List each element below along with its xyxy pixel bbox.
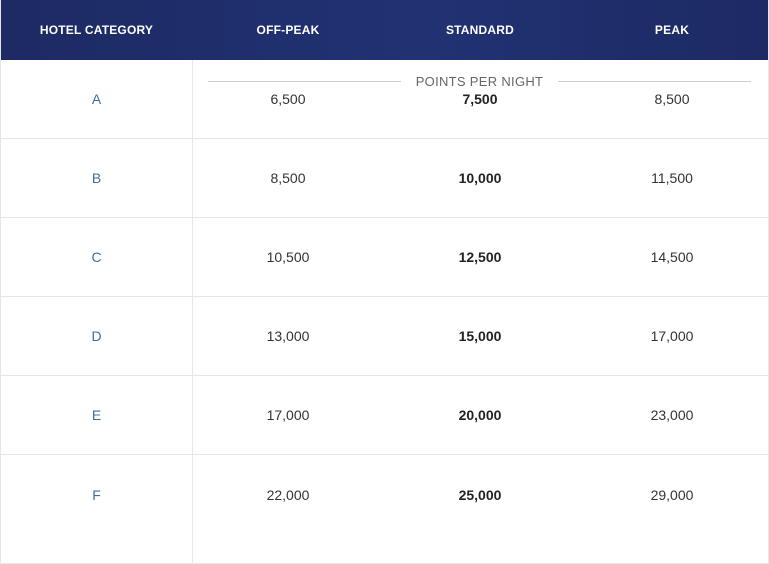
off-peak-cell: 8,500 xyxy=(270,170,306,186)
standard-cell: 12,500 xyxy=(458,249,502,265)
peak-cell: 11,500 xyxy=(651,170,693,186)
subheader-label: POINTS PER NIGHT xyxy=(415,73,544,89)
off-peak-cell: 6,500 xyxy=(270,91,306,107)
table-row: C 10,500 12,500 14,500 xyxy=(1,218,768,297)
standard-cell: 10,000 xyxy=(458,170,502,186)
table-row: B 8,500 10,000 11,500 xyxy=(1,139,768,218)
off-peak-cell: 17,000 xyxy=(266,407,310,423)
header-standard: STANDARD xyxy=(445,23,515,37)
subheader-rule-left xyxy=(208,80,401,82)
peak-cell: 23,000 xyxy=(650,407,694,423)
header-off-peak: OFF-PEAK xyxy=(256,23,320,37)
standard-cell: 7,500 xyxy=(462,91,498,107)
standard-cell: 15,000 xyxy=(458,328,502,344)
header-peak: PEAK xyxy=(654,23,690,37)
category-cell: B xyxy=(91,170,102,186)
standard-cell: 25,000 xyxy=(458,486,502,503)
off-peak-cell: 10,500 xyxy=(266,249,310,265)
subheader-rule-right xyxy=(558,80,751,82)
table-row: E 17,000 20,000 23,000 xyxy=(1,376,768,455)
off-peak-cell: 13,000 xyxy=(266,328,310,344)
header-hotel-category: HOTEL CATEGORY xyxy=(39,23,154,37)
peak-cell: 8,500 xyxy=(654,91,690,107)
category-cell: C xyxy=(91,249,102,265)
points-per-night-subheader: POINTS PER NIGHT xyxy=(208,72,751,90)
column-divider xyxy=(192,60,193,564)
standard-cell: 20,000 xyxy=(458,407,502,423)
category-cell: E xyxy=(91,407,102,423)
category-cell: D xyxy=(91,328,102,344)
table-row: D 13,000 15,000 17,000 xyxy=(1,297,768,376)
table-header: HOTEL CATEGORY OFF-PEAK STANDARD PEAK xyxy=(1,0,768,60)
peak-cell: 29,000 xyxy=(650,486,694,503)
table-body: POINTS PER NIGHT A 6,500 7,500 8,500 B 8… xyxy=(1,60,768,564)
category-cell: F xyxy=(92,486,101,503)
peak-cell: 17,000 xyxy=(650,328,694,344)
table-row: F 22,000 25,000 29,000 xyxy=(1,455,768,534)
category-cell: A xyxy=(91,91,102,107)
peak-cell: 14,500 xyxy=(650,249,694,265)
off-peak-cell: 22,000 xyxy=(266,486,310,503)
table-row: A 6,500 7,500 8,500 xyxy=(1,60,768,139)
